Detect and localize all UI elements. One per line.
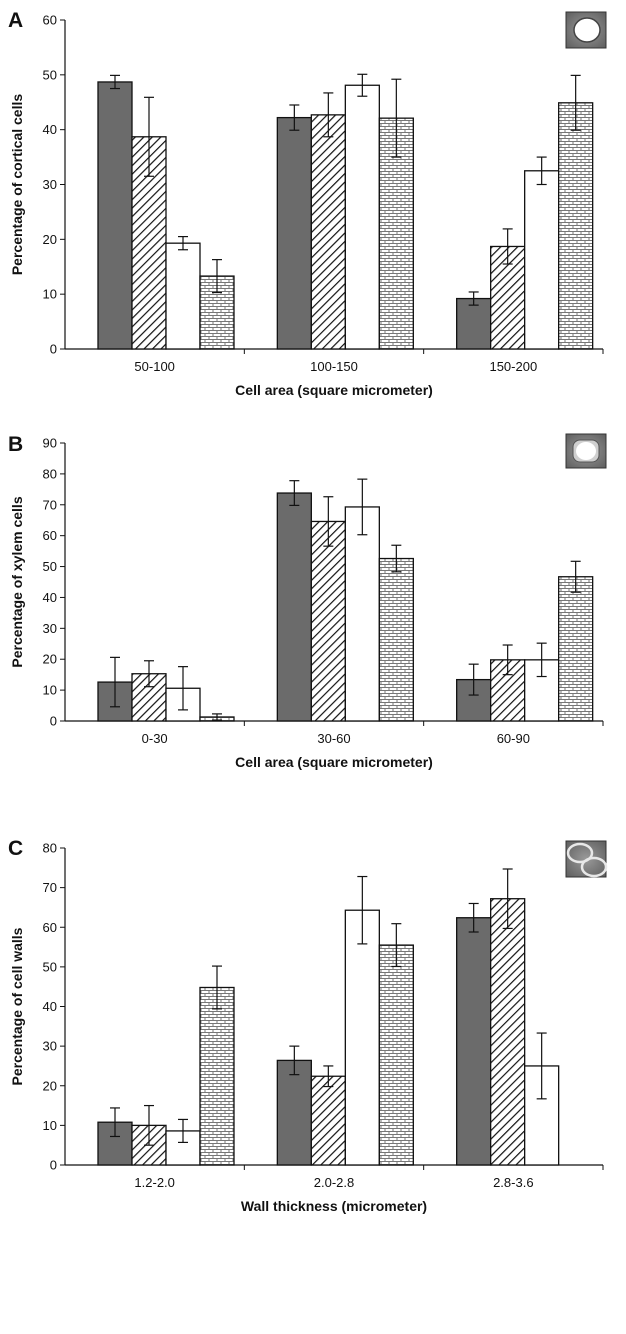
y-tick-label: 10 bbox=[43, 287, 57, 302]
y-tick-label: 40 bbox=[43, 999, 57, 1014]
x-tick-label: 50-100 bbox=[134, 359, 174, 374]
x-tick-label: 60-90 bbox=[497, 731, 530, 746]
bar-white bbox=[344, 909, 380, 1166]
y-tick-label: 0 bbox=[50, 1158, 57, 1173]
inset-lumen bbox=[576, 442, 596, 460]
y-tick-label: 80 bbox=[43, 841, 57, 856]
bar-dark bbox=[276, 492, 312, 722]
x-tick-label: 1.2-2.0 bbox=[134, 1175, 174, 1190]
panel-b: B 0 10 20 30 40 50 60 70 80 90 0-30 30-60 60-90 Percen… bbox=[8, 433, 607, 770]
y-tick-label: 60 bbox=[43, 528, 57, 543]
bar-hatch bbox=[490, 245, 526, 350]
bar-white bbox=[524, 1065, 560, 1166]
bar-hatch bbox=[310, 1075, 346, 1166]
bar-white bbox=[165, 242, 201, 350]
y-tick-label: 60 bbox=[43, 920, 57, 935]
x-tick-label: 30-60 bbox=[317, 731, 350, 746]
y-tick-label: 30 bbox=[43, 1039, 57, 1054]
inset-micrograph bbox=[565, 840, 608, 878]
y-tick-label: 50 bbox=[43, 559, 57, 574]
bar-brick bbox=[378, 944, 414, 1166]
inset-wall bbox=[566, 842, 594, 864]
y-tick-label: 90 bbox=[43, 436, 57, 451]
panel-label: A bbox=[8, 9, 23, 32]
x-axis-title: Cell area (square micrometer) bbox=[235, 382, 433, 398]
bar-white bbox=[344, 506, 380, 722]
bar-dark bbox=[276, 1059, 312, 1166]
y-tick-label: 40 bbox=[43, 122, 57, 137]
bar-hatch bbox=[310, 520, 346, 722]
panel-label: C bbox=[8, 837, 23, 860]
x-axis-title: Wall thickness (micrometer) bbox=[241, 1198, 427, 1214]
y-tick-label: 10 bbox=[43, 683, 57, 698]
x-tick-label: 2.8-3.6 bbox=[493, 1175, 533, 1190]
bar-dark bbox=[456, 917, 492, 1166]
bar-dark bbox=[97, 81, 133, 350]
bar-white bbox=[344, 84, 380, 350]
inset-cell bbox=[573, 17, 601, 43]
y-tick-label: 50 bbox=[43, 959, 57, 974]
y-tick-label: 50 bbox=[43, 67, 57, 82]
x-axis-title: Cell area (square micrometer) bbox=[235, 754, 433, 770]
y-tick-label: 60 bbox=[43, 13, 57, 28]
y-tick-label: 0 bbox=[50, 714, 57, 729]
y-tick-label: 0 bbox=[50, 342, 57, 357]
x-tick-label: 150-200 bbox=[489, 359, 537, 374]
x-tick-label: 0-30 bbox=[142, 731, 168, 746]
inset-micrograph bbox=[565, 11, 607, 49]
y-axis-title: Percentage of cell walls bbox=[9, 927, 25, 1085]
y-tick-label: 10 bbox=[43, 1118, 57, 1133]
y-tick-label: 70 bbox=[43, 497, 57, 512]
y-axis-title: Percentage of cortical cells bbox=[9, 94, 25, 276]
y-tick-label: 20 bbox=[43, 1078, 57, 1093]
bar-brick bbox=[558, 102, 594, 350]
bar-hatch bbox=[490, 898, 526, 1166]
y-tick-label: 70 bbox=[43, 880, 57, 895]
bar-hatch bbox=[310, 114, 346, 350]
bar-dark bbox=[456, 297, 492, 350]
bar-brick bbox=[378, 557, 414, 722]
y-tick-label: 30 bbox=[43, 177, 57, 192]
bar-white bbox=[524, 170, 560, 350]
x-tick-label: 100-150 bbox=[310, 359, 358, 374]
panel-c: C 0 10 20 30 40 50 60 70 80 1.2-2.0 2.0-2.8 2.8-3.6 P… bbox=[8, 837, 608, 1214]
bar-brick bbox=[558, 576, 594, 722]
y-tick-label: 20 bbox=[43, 232, 57, 247]
inset-wall bbox=[580, 856, 608, 878]
y-axis-title: Percentage of xylem cells bbox=[9, 496, 25, 667]
y-tick-label: 40 bbox=[43, 590, 57, 605]
y-tick-label: 80 bbox=[43, 466, 57, 481]
inset-micrograph bbox=[565, 433, 607, 469]
y-tick-label: 20 bbox=[43, 652, 57, 667]
bar-brick bbox=[199, 986, 235, 1166]
x-tick-label: 2.0-2.8 bbox=[314, 1175, 354, 1190]
y-tick-label: 30 bbox=[43, 621, 57, 636]
panel-a: A 0 10 20 30 40 50 60 50-100 100-150 150-200 Percen… bbox=[8, 9, 607, 398]
bar-dark bbox=[276, 116, 312, 350]
panel-label: B bbox=[8, 433, 23, 456]
